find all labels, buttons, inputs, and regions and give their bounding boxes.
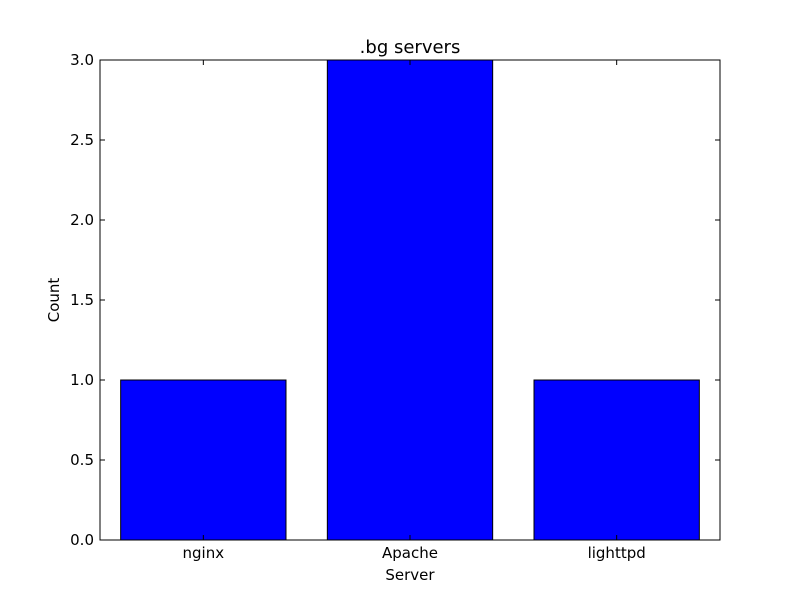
y-tick-label: 0.0 (70, 531, 94, 549)
y-tick-label: 2.0 (70, 211, 94, 229)
y-tick-label: 3.0 (70, 51, 94, 69)
bar-lighttpd (533, 379, 700, 541)
y-tick-label: 1.5 (70, 291, 94, 309)
bars-layer (120, 59, 700, 541)
bar-apache (326, 59, 494, 541)
x-tick-label: nginx (183, 544, 225, 562)
x-tick-label: Apache (382, 544, 438, 562)
bar-nginx (120, 379, 287, 541)
x-axis-label: Server (385, 566, 435, 584)
y-tick-label: 0.5 (70, 451, 94, 469)
chart-title: .bg servers (360, 37, 461, 58)
y-axis: 0.0 0.5 1.0 1.5 2.0 2.5 3.0 (70, 51, 720, 549)
x-axis: nginx Apache lighttpd (183, 60, 646, 562)
y-tick-label: 2.5 (70, 131, 94, 149)
x-tick-label: lighttpd (588, 544, 646, 562)
y-axis-label: Count (45, 278, 63, 323)
y-tick-label: 1.0 (70, 371, 94, 389)
